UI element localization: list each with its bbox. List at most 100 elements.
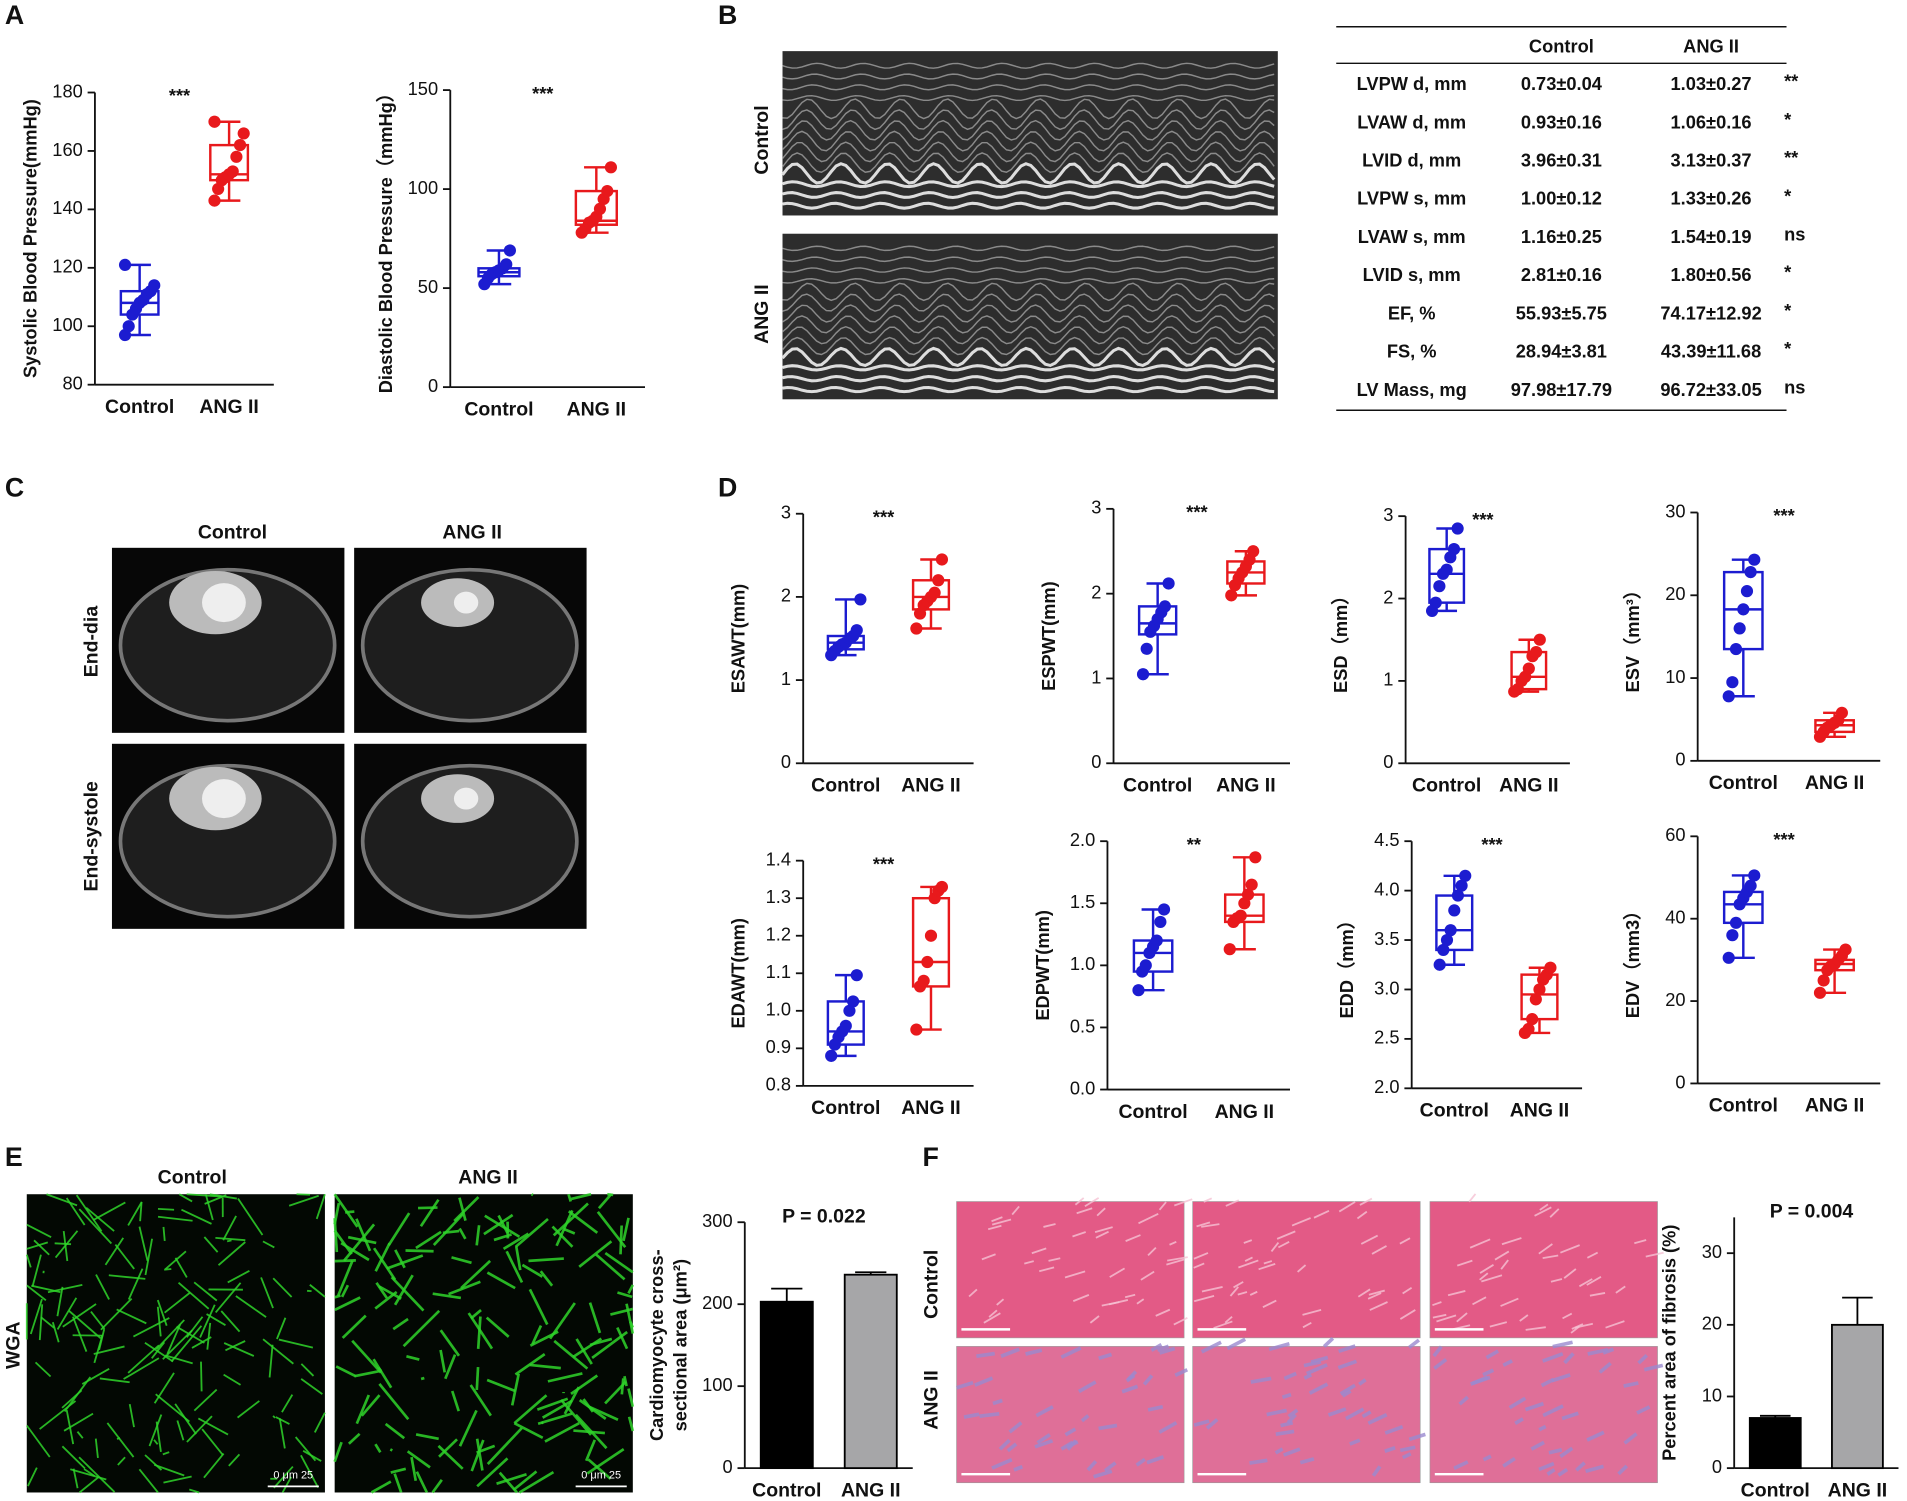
histology-fiber: [1125, 1373, 1136, 1383]
wga-membrane: [587, 1458, 612, 1480]
histology-fiber: [991, 1458, 1013, 1470]
wga-membrane: [604, 1380, 627, 1405]
data-point: [601, 184, 614, 198]
echo-trace: [782, 293, 1275, 312]
wga-membrane: [333, 1202, 341, 1225]
histology-fiber: [1155, 1308, 1171, 1317]
wga-membrane: [189, 1488, 200, 1494]
data-point: [928, 586, 941, 599]
column-label: ANG II: [458, 1167, 517, 1189]
mri-cavity: [453, 591, 479, 614]
wga-membrane: [273, 1465, 294, 1489]
histology-fiber: [1136, 1298, 1145, 1305]
data-point: [1529, 993, 1542, 1006]
histology-fiber: [1542, 1404, 1564, 1418]
wga-membrane: [623, 1375, 628, 1387]
histology-fiber: [1489, 1321, 1508, 1328]
data-point: [1132, 984, 1145, 997]
x-tick-label: ANG II: [841, 1479, 900, 1501]
histology-fiber: [1578, 1278, 1593, 1288]
wga-membrane: [204, 1194, 227, 1205]
wga-membrane: [476, 1316, 482, 1349]
histology-fiber: [1356, 1210, 1368, 1220]
wga-membrane: [393, 1274, 414, 1306]
histology-fiber: [1074, 1197, 1085, 1206]
panel-label: D: [718, 472, 737, 502]
echo-trace: [782, 304, 1275, 323]
histology-fiber: [1557, 1467, 1569, 1477]
histology-fiber: [1167, 1256, 1188, 1262]
histology-fiber: [1587, 1347, 1609, 1356]
data-point: [935, 880, 949, 894]
data-point: [1729, 916, 1743, 929]
wga-membrane: [116, 1437, 121, 1440]
data-point: [1744, 566, 1757, 579]
data-point: [917, 974, 930, 987]
wga-membrane: [281, 1394, 294, 1413]
y-axis-label: EDPWT(mm): [1032, 910, 1053, 1021]
data-point: [1241, 888, 1255, 901]
histology-fiber: [1299, 1457, 1315, 1465]
wga-membrane: [431, 1479, 443, 1494]
wga-membrane: [469, 1384, 492, 1417]
wga-membrane: [128, 1403, 135, 1428]
wga-membrane: [498, 1471, 518, 1494]
wga-membrane: [547, 1372, 583, 1383]
wga-membrane: [300, 1454, 319, 1489]
table-cell: *: [1784, 300, 1792, 321]
histology-fiber: [1538, 1461, 1555, 1472]
wga-membrane: [235, 1295, 267, 1318]
histology-fiber: [1471, 1375, 1489, 1386]
histology-fiber: [1237, 1291, 1248, 1296]
histology-fiber: [991, 1216, 1003, 1223]
histology-fiber: [1432, 1345, 1443, 1358]
wga-membrane: [595, 1253, 626, 1281]
data-point: [921, 955, 934, 969]
table-cell: 55.93±5.75: [1516, 302, 1607, 323]
histology-fiber: [1371, 1465, 1382, 1477]
data-point: [1737, 603, 1750, 616]
wga-membrane: [584, 1439, 597, 1462]
wga-membrane: [537, 1412, 573, 1426]
histology-fiber: [1258, 1263, 1276, 1271]
histology-fiber: [1479, 1272, 1489, 1281]
box: [1137, 605, 1178, 636]
wga-membrane: [294, 1436, 317, 1462]
wga-membrane: [33, 1239, 50, 1256]
histology-fiber: [1043, 1223, 1056, 1228]
wga-membrane: [177, 1281, 210, 1310]
histology-fiber: [1013, 1465, 1024, 1472]
histology-fiber: [1615, 1285, 1626, 1294]
histology-fiber: [1542, 1352, 1564, 1363]
echo-trace: [782, 73, 1275, 80]
wga-membrane: [351, 1339, 382, 1374]
wga-membrane: [201, 1428, 224, 1456]
histology-fiber: [1563, 1352, 1575, 1365]
y-tick-label: 140: [52, 197, 82, 218]
wga-membrane: [387, 1212, 411, 1246]
wga-membrane: [65, 1409, 75, 1445]
y-tick-label: 20: [1665, 989, 1685, 1010]
x-tick-label: ANG II: [1510, 1100, 1569, 1122]
wga-membrane: [114, 1244, 135, 1270]
histology-fiber: [998, 1438, 1011, 1451]
wga-membrane: [475, 1366, 480, 1390]
table-cell: LVPW s, mm: [1357, 188, 1466, 209]
histology-image: [956, 1201, 1185, 1339]
y-axis-label: ESD（mm）: [1330, 586, 1351, 693]
wga-membrane: [475, 1225, 481, 1246]
data-point: [1429, 596, 1442, 609]
histology-fiber: [1039, 1266, 1055, 1273]
echo-trace: [781, 162, 1276, 185]
x-tick-label: ANG II: [1216, 775, 1275, 797]
wga-membrane: [510, 1373, 521, 1406]
wga-membrane: [127, 1201, 143, 1226]
histology-fiber: [1025, 1348, 1043, 1356]
data-point: [208, 194, 221, 207]
histology-fiber: [1281, 1392, 1292, 1399]
wga-membrane: [162, 1226, 166, 1242]
wga-membrane: [437, 1444, 464, 1470]
wga-membrane: [162, 1329, 193, 1360]
wga-membrane: [386, 1254, 424, 1270]
histology-fiber: [1276, 1230, 1296, 1240]
